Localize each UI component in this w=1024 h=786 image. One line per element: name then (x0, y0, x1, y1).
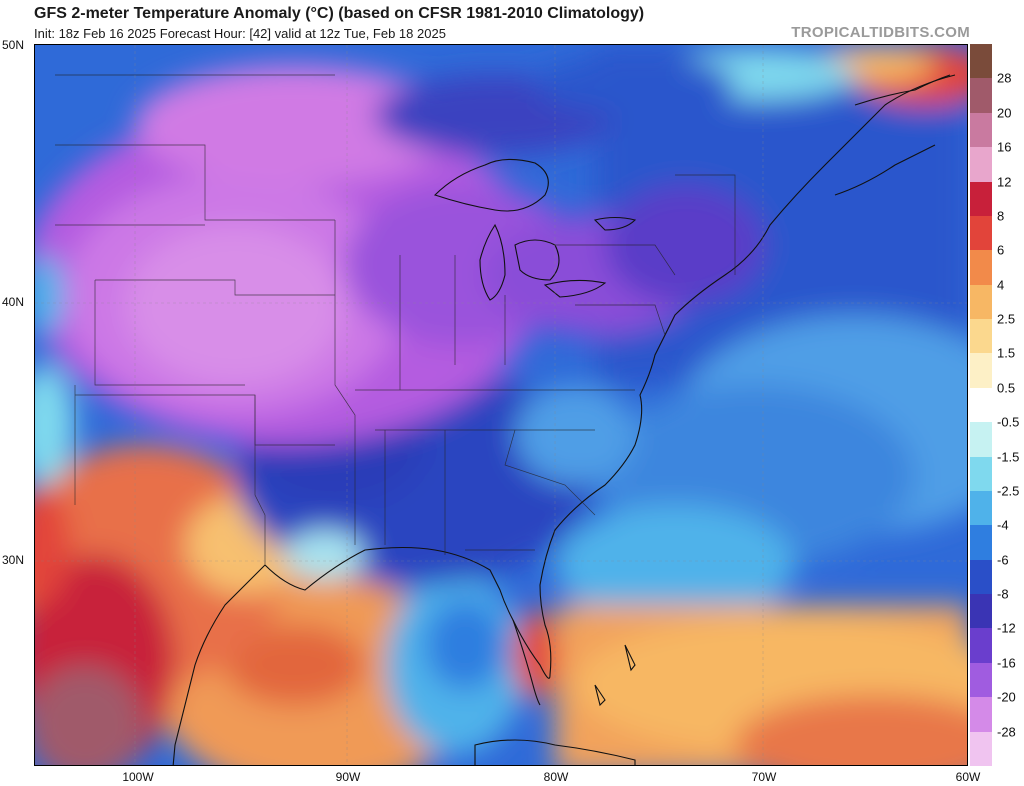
colorbar-swatch (970, 215, 992, 251)
coastlines (172, 74, 956, 765)
lon-label-60w: 60W (955, 770, 981, 784)
colorbar-label: -16 (997, 655, 1016, 671)
colorbar-label: 1.5 (997, 345, 1016, 361)
colorbar-swatch (970, 44, 992, 79)
colorbar-label: -20 (997, 689, 1016, 705)
colorbar-swatch (970, 662, 992, 698)
lat-label-50n: 50N (2, 38, 25, 52)
lon-label-100w: 100W (122, 770, 154, 784)
header: GFS 2-meter Temperature Anomaly (°C) (ba… (0, 0, 1024, 44)
colorbar-swatch (970, 559, 992, 595)
colorbar-label: 8 (997, 208, 1005, 224)
map-canvas (35, 45, 967, 765)
graticule (35, 45, 967, 765)
colorbar: 28 20 16 12 8 6 4 2.5 1.5 0.5 -0.5 -1.5 -2.5 -4 -6 -8 -1… (970, 44, 1024, 767)
colorbar-label: -8 (997, 586, 1009, 602)
lon-label-70w: 70W (751, 770, 777, 784)
colorbar-swatch (970, 284, 992, 320)
lat-label-40n: 40N (2, 295, 25, 309)
colorbar-label: -28 (997, 724, 1016, 740)
colorbar-swatch (970, 697, 992, 733)
colorbar-swatch (970, 490, 992, 526)
lat-label-30n: 30N (2, 553, 25, 567)
map-subtitle: Init: 18z Feb 16 2025 Forecast Hour: [42… (34, 26, 446, 41)
colorbar-swatch (970, 181, 992, 217)
colorbar-swatch (970, 353, 992, 389)
colorbar-label: 16 (997, 139, 1012, 155)
watermark: TROPICALTIDBITS.COM (791, 24, 970, 41)
colorbar-label: -4 (997, 517, 1009, 533)
colorbar-label: 28 (997, 70, 1012, 86)
colorbar-swatch (970, 731, 992, 767)
lon-label-90w: 90W (335, 770, 361, 784)
colorbar-label: 20 (997, 105, 1012, 121)
colorbar-label: 12 (997, 174, 1012, 190)
colorbar-swatch (970, 422, 992, 458)
colorbar-swatch (970, 78, 992, 114)
colorbar-label: 6 (997, 242, 1005, 258)
colorbar-swatch (970, 387, 992, 423)
state-boundaries (55, 74, 736, 565)
colorbar-label: -2.5 (997, 483, 1020, 499)
temperature-anomaly-map (34, 44, 968, 766)
map-title: GFS 2-meter Temperature Anomaly (°C) (ba… (34, 5, 645, 22)
colorbar-label: 4 (997, 277, 1005, 293)
colorbar-swatch (970, 628, 992, 664)
anomaly-field (35, 45, 967, 765)
colorbar-label: 0.5 (997, 380, 1016, 396)
colorbar-label: -6 (997, 552, 1009, 568)
colorbar-swatch (970, 250, 992, 286)
colorbar-swatch (970, 112, 992, 148)
colorbar-label: 2.5 (997, 311, 1016, 327)
colorbar-label: -0.5 (997, 414, 1020, 430)
colorbar-swatch (970, 456, 992, 492)
colorbar-swatch (970, 525, 992, 561)
colorbar-label: -1.5 (997, 449, 1020, 465)
colorbar-swatch (970, 147, 992, 183)
lon-label-80w: 80W (543, 770, 569, 784)
colorbar-swatch (970, 319, 992, 354)
colorbar-label: -12 (997, 620, 1016, 636)
colorbar-swatch (970, 594, 992, 629)
